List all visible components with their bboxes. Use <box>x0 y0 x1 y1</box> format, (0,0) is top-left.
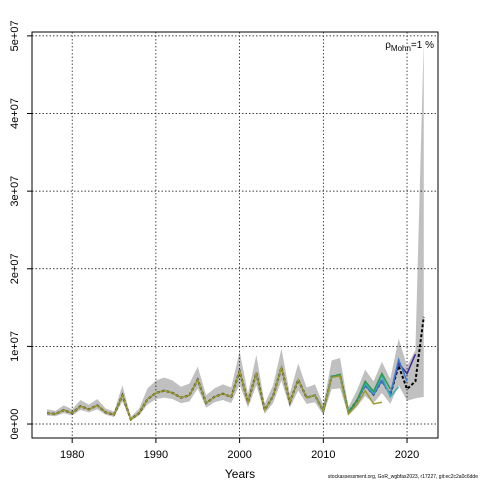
plot-frame <box>31 31 439 439</box>
y-tick-label: 5e+07 <box>9 20 21 51</box>
y-tick-label: 2e+07 <box>9 253 21 284</box>
x-axis-label: Years <box>225 467 255 480</box>
y-tick-label: 1e+07 <box>9 331 21 362</box>
confidence-band <box>47 39 424 421</box>
y-tick-label: 0e+00 <box>9 409 21 440</box>
rho-subscript: Mohn <box>391 44 411 53</box>
x-tick-label: 2020 <box>395 449 419 461</box>
rho-value: =1 % <box>411 40 434 51</box>
x-tick-label: 1990 <box>144 449 168 461</box>
x-tick-label: 1980 <box>60 449 84 461</box>
footer: stockassessment.org, GoR_wgbfas2023, r17… <box>328 474 478 480</box>
x-tick-label: 2000 <box>227 449 251 461</box>
series-line <box>46 364 383 421</box>
rho-symbol: ρ <box>385 40 391 51</box>
y-tick-label: 3e+07 <box>9 176 21 207</box>
mohn-rho: ρMohn=1 % <box>385 40 434 53</box>
x-tick-label: 2010 <box>311 449 335 461</box>
y-tick-label: 4e+07 <box>9 98 21 129</box>
series-line <box>46 316 425 421</box>
